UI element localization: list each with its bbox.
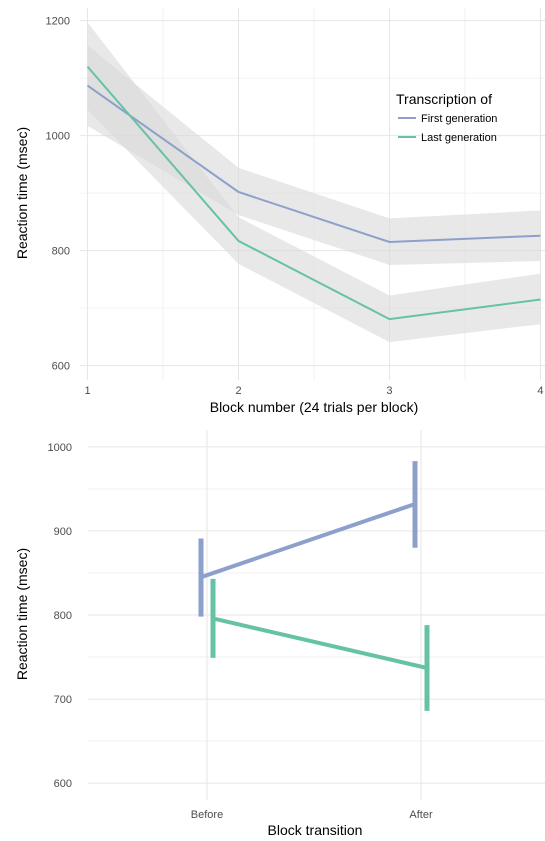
y-tick-label: 600 [54,778,72,790]
top-ribbons [87,22,541,343]
top-y-axis-title: Reaction time (msec) [14,127,30,259]
bottom-chart: 600 700 800 900 1000 Before After Block trans… [14,430,545,838]
x-tick-label: Before [191,809,223,821]
y-tick-label: 1000 [48,442,72,454]
y-tick-label: 800 [54,610,72,622]
series-line-1 [86,65,541,321]
legend: Transcription of First generation Last g… [396,91,497,144]
confidence-ribbon-series-1 [87,22,541,343]
y-tick-label: 900 [54,526,72,538]
x-tick-label: 3 [386,385,392,397]
top-lines [86,65,541,321]
top-chart: 600 800 1000 1200 1 2 3 4 Block number (24 tri… [14,8,545,415]
bottom-grid-minor [88,488,545,742]
top-y-tick-labels: 600 800 1000 1200 [46,16,70,373]
bottom-grid-major [88,430,545,800]
bottom-lines [200,502,428,670]
x-tick-label: 1 [84,385,90,397]
bottom-x-axis-title: Block transition [268,822,363,838]
legend-label-first-generation: First generation [421,113,497,125]
y-tick-label: 700 [54,694,72,706]
x-tick-label: 4 [537,385,543,397]
series-line-0 [86,84,541,244]
y-tick-label: 800 [52,246,70,258]
top-x-axis-title: Block number (24 trials per block) [210,399,419,415]
bottom-error-bars [198,461,430,711]
y-tick-label: 1200 [46,16,70,28]
x-tick-label: 2 [235,385,241,397]
y-tick-label: 600 [52,361,70,373]
bottom-x-tick-labels: Before After [191,809,433,821]
bottom-y-axis-title: Reaction time (msec) [14,548,30,680]
x-tick-label: After [409,809,433,821]
series-line-0 [200,502,416,580]
legend-title: Transcription of [396,91,492,107]
series-line-1 [212,616,428,670]
top-x-tick-labels: 1 2 3 4 [84,385,543,397]
legend-label-last-generation: Last generation [421,132,497,144]
bottom-y-tick-labels: 600 700 800 900 1000 [48,442,72,790]
y-tick-label: 1000 [46,131,70,143]
